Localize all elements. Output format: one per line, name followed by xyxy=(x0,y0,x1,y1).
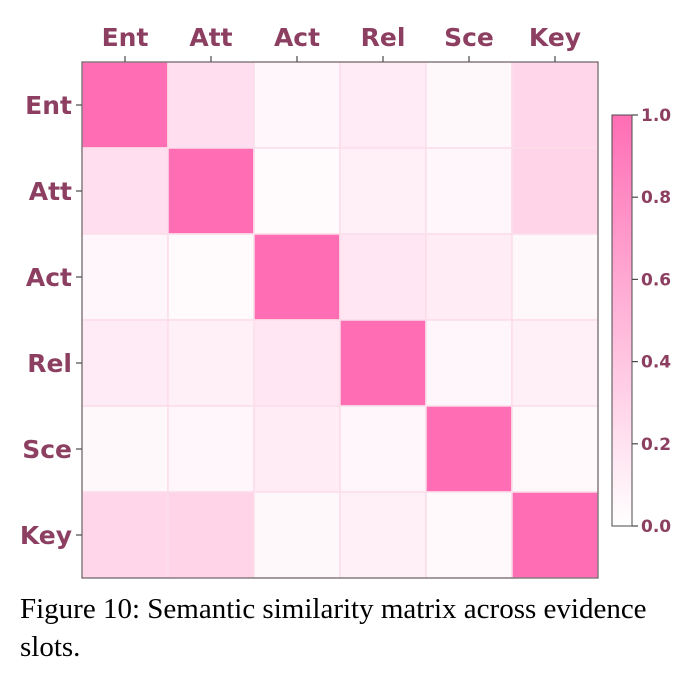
heatmap-cell-sce-key xyxy=(511,405,599,493)
heatmap-cell-att-att xyxy=(167,147,255,235)
heatmap-cell-rel-sce xyxy=(425,319,513,407)
x-tick-label: Att xyxy=(189,23,232,52)
plot-frame xyxy=(81,61,599,579)
x-tick-label: Ent xyxy=(102,23,149,52)
heatmap-cell-key-att xyxy=(167,491,255,579)
colorbar-tick-label: 0.6 xyxy=(641,270,671,290)
heatmap-cell-ent-att xyxy=(167,61,255,149)
x-tick-label: Rel xyxy=(361,23,406,52)
x-tick-label: Act xyxy=(274,23,320,52)
heatmap-cell-att-act xyxy=(253,147,341,235)
heatmap-cell-act-act xyxy=(253,233,341,321)
colorbar-tick-label: 0.8 xyxy=(641,188,671,208)
heatmap-cell-ent-key xyxy=(511,61,599,149)
heatmap-cell-att-rel xyxy=(339,147,427,235)
heatmap-cell-act-key xyxy=(511,233,599,321)
colorbar-tick-label: 0.2 xyxy=(641,435,671,455)
y-axis: Ent Att Act Rel Sce Key xyxy=(20,91,82,550)
figure-caption: Figure 10: Semantic similarity matrix ac… xyxy=(20,593,647,663)
heatmap-cell-rel-rel xyxy=(339,319,427,407)
heatmap-cells xyxy=(81,61,599,579)
y-tick-label: Act xyxy=(26,263,72,292)
colorbar-tick-label: 0.0 xyxy=(641,517,671,537)
colorbar-gradient xyxy=(611,114,633,527)
y-tick-label: Sce xyxy=(22,435,72,464)
x-tick-label: Key xyxy=(529,23,581,52)
heatmap-cell-rel-ent xyxy=(81,319,169,407)
heatmap-cell-ent-act xyxy=(253,61,341,149)
heatmap-cell-act-sce xyxy=(425,233,513,321)
heatmap-cell-rel-act xyxy=(253,319,341,407)
y-tick-label: Ent xyxy=(25,91,72,120)
heatmap-cell-sce-ent xyxy=(81,405,169,493)
heatmap-cell-act-rel xyxy=(339,233,427,321)
heatmap-cell-ent-sce xyxy=(425,61,513,149)
x-axis: Ent Att Act Rel Sce Key xyxy=(102,23,581,62)
similarity-heatmap-figure: Ent Att Act Rel Sce Key Ent Att Act Rel Sce Key 0.… xyxy=(20,23,671,579)
heatmap-cell-sce-att xyxy=(167,405,255,493)
heatmap-cell-act-ent xyxy=(81,233,169,321)
heatmap-cell-sce-sce xyxy=(425,405,513,493)
heatmap-cell-rel-att xyxy=(167,319,255,407)
colorbar-tick-label: 0.4 xyxy=(641,353,671,373)
y-tick-label: Rel xyxy=(27,349,72,378)
heatmap-cell-ent-ent xyxy=(81,61,169,149)
heatmap-cell-sce-act xyxy=(253,405,341,493)
heatmap-cell-att-key xyxy=(511,147,599,235)
heatmap-cell-key-key xyxy=(511,491,599,579)
heatmap-cell-att-ent xyxy=(81,147,169,235)
y-tick-label: Att xyxy=(29,177,72,206)
colorbar: 0.0 0.2 0.4 0.6 0.8 1.0 xyxy=(611,106,671,537)
heatmap-cell-sce-rel xyxy=(339,405,427,493)
heatmap-cell-key-ent xyxy=(81,491,169,579)
heatmap-cell-ent-rel xyxy=(339,61,427,149)
heatmap-cell-rel-key xyxy=(511,319,599,407)
x-tick-label: Sce xyxy=(444,23,494,52)
heatmap-cell-key-rel xyxy=(339,491,427,579)
heatmap-cell-key-sce xyxy=(425,491,513,579)
heatmap-cell-key-act xyxy=(253,491,341,579)
heatmap-cell-att-sce xyxy=(425,147,513,235)
colorbar-tick-label: 1.0 xyxy=(641,106,671,126)
heatmap-cell-act-att xyxy=(167,233,255,321)
y-tick-label: Key xyxy=(20,521,72,550)
